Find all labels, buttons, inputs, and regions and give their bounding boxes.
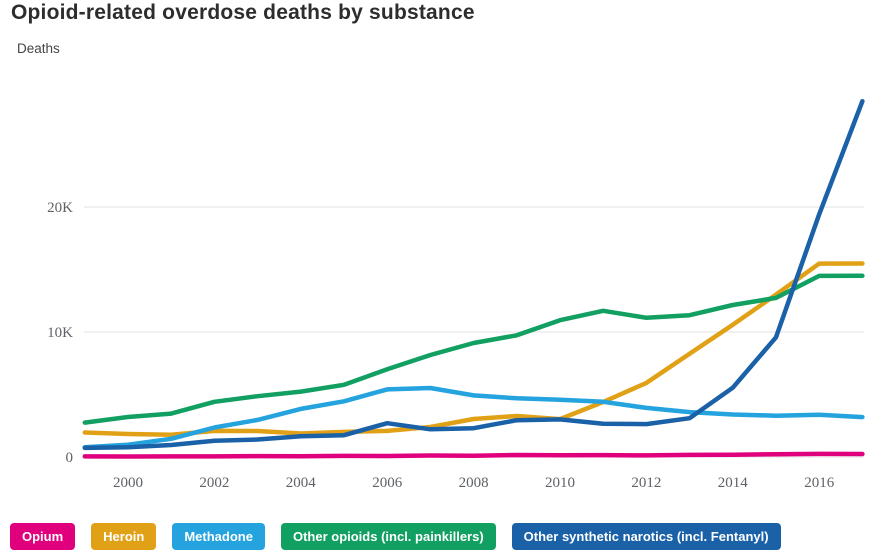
legend-pill-opium[interactable]: Opium	[10, 523, 76, 550]
x-tick-label-2012: 2012	[631, 475, 661, 491]
y-tick-label-10K: 10K	[47, 325, 73, 341]
chart-legend: Opium Heroin Methadone Other opioids (in…	[10, 523, 781, 550]
y-tick-label-20K: 20K	[47, 200, 73, 216]
legend-pill-methadone[interactable]: Methadone	[172, 523, 265, 550]
x-tick-label-2002: 2002	[199, 475, 229, 491]
series-line-methadone[interactable]	[82, 385, 865, 450]
series-line-other-opioids-incl-painkillers[interactable]	[82, 273, 865, 425]
x-tick-label-2004: 2004	[286, 475, 317, 491]
x-tick-label-2014: 2014	[718, 475, 749, 491]
x-tick-label-2000: 2000	[113, 475, 143, 491]
legend-pill-heroin[interactable]: Heroin	[91, 523, 157, 550]
legend-pill-other-opioids[interactable]: Other opioids (incl. painkillers)	[280, 523, 496, 550]
x-tick-label-2006: 2006	[372, 475, 403, 491]
x-tick-label-2010: 2010	[545, 475, 575, 491]
series-line-opium[interactable]	[82, 451, 865, 459]
x-tick-label-2008: 2008	[459, 475, 489, 491]
x-tick-label-2016: 2016	[804, 475, 835, 491]
page-title: Opioid-related overdose deaths by substa…	[11, 1, 475, 24]
series-line-other-synthetic-narotics-incl-fentanyl[interactable]	[82, 98, 865, 451]
y-tick-label-0: 0	[66, 450, 74, 466]
series-line-heroin[interactable]	[82, 261, 865, 438]
legend-pill-other-synthetic-narotics[interactable]: Other synthetic narotics (incl. Fentanyl…	[511, 523, 781, 550]
y-axis-unit-label: Deaths	[17, 41, 60, 56]
